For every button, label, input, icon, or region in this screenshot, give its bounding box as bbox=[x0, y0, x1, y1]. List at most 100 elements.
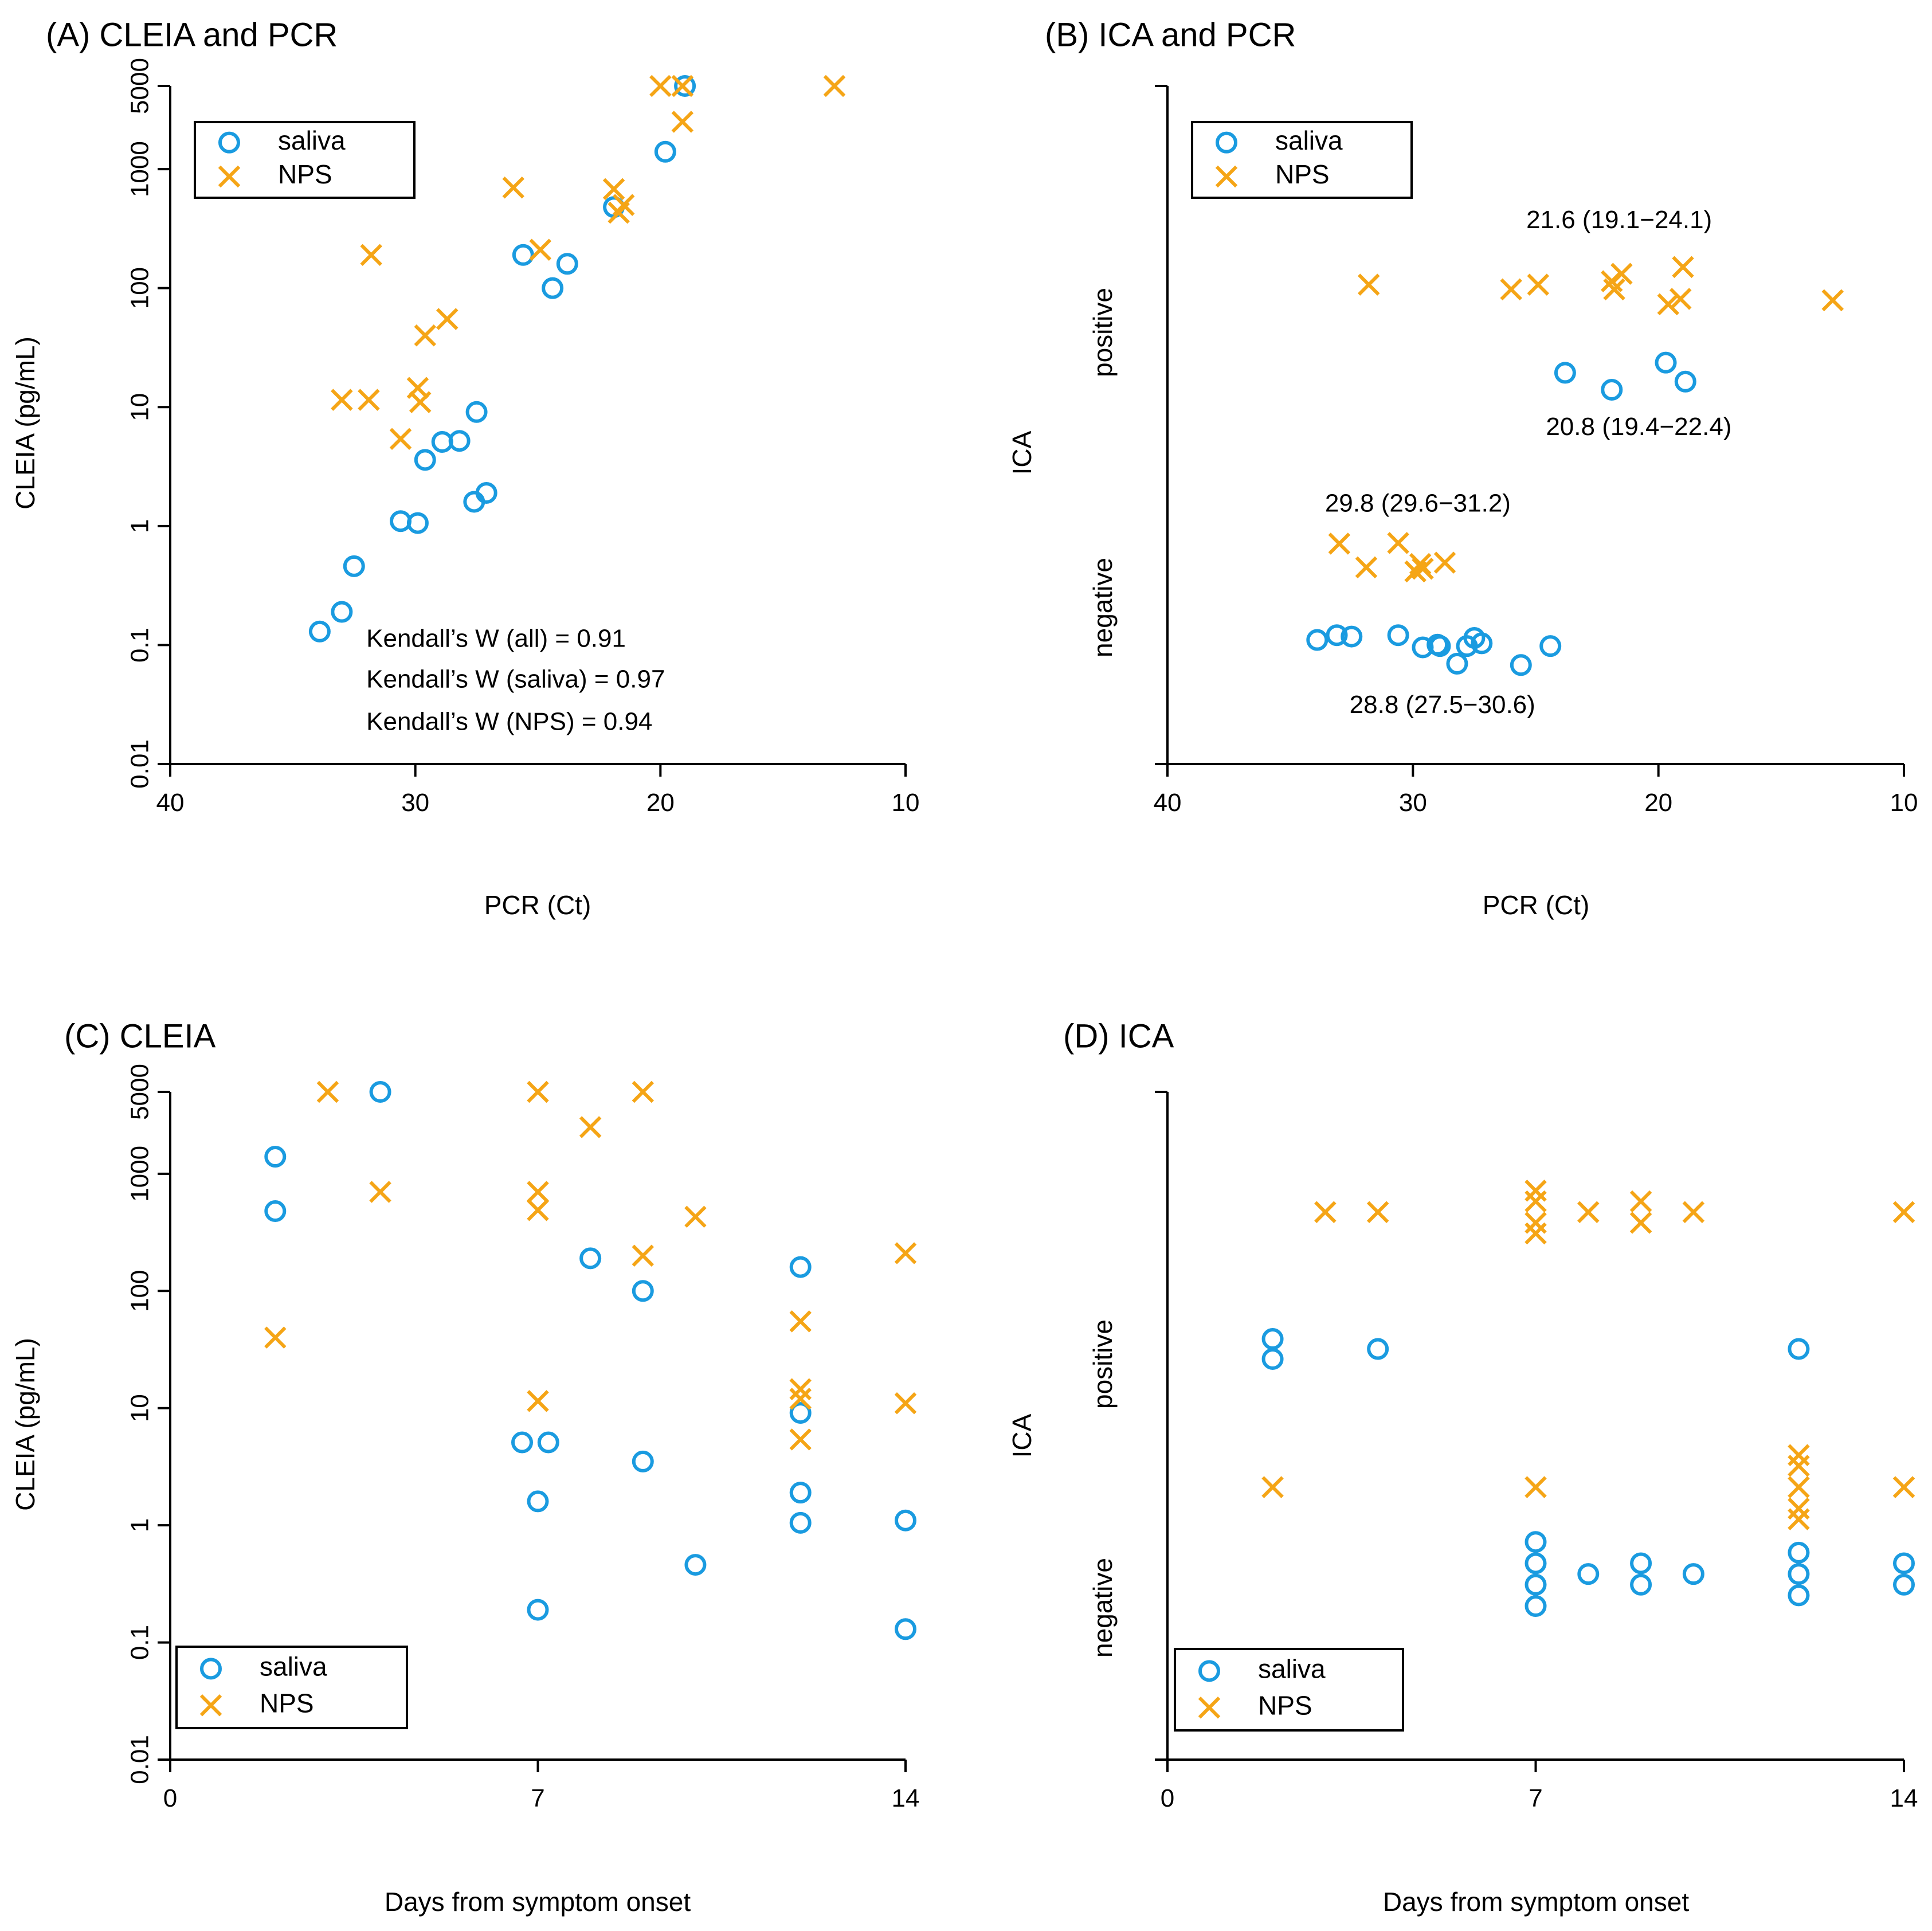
saliva-point bbox=[542, 277, 564, 299]
nps-point bbox=[823, 75, 846, 97]
chart-title: (C) CLEIA bbox=[64, 1017, 216, 1055]
nps-point bbox=[1357, 273, 1380, 296]
nps-point bbox=[436, 308, 458, 330]
saliva-point bbox=[1788, 1338, 1810, 1360]
y-tick-label: 10 bbox=[126, 1394, 154, 1422]
nps-point bbox=[1669, 288, 1692, 310]
x-tick-label: 14 bbox=[1890, 1784, 1918, 1812]
legend-saliva-marker bbox=[1216, 131, 1237, 154]
legend: saliva NPS bbox=[175, 1646, 408, 1729]
nps-point bbox=[602, 178, 625, 201]
nps-point bbox=[527, 1080, 549, 1103]
saliva-point bbox=[1525, 1573, 1547, 1596]
legend-saliva-label: saliva bbox=[278, 126, 346, 155]
y-tick-label: 100 bbox=[126, 1270, 154, 1312]
y-tick-label: 0.1 bbox=[126, 1625, 154, 1660]
y-axis-label: ICA bbox=[1007, 430, 1037, 475]
saliva-point bbox=[1788, 1563, 1810, 1585]
nps-point bbox=[1387, 532, 1409, 554]
y-axis-label: CLEIA (pg/mL) bbox=[10, 336, 40, 510]
nps-point bbox=[789, 1428, 812, 1451]
y-tick-label: 1 bbox=[126, 519, 154, 533]
saliva-point bbox=[789, 1482, 812, 1504]
saliva-point bbox=[527, 1599, 549, 1621]
legend-nps-label: NPS bbox=[1275, 159, 1330, 189]
nps-point bbox=[1821, 289, 1844, 312]
y-tick-label: 0.1 bbox=[126, 628, 154, 663]
x-tick-label: 7 bbox=[531, 1784, 544, 1812]
y-tick-label: 0.01 bbox=[126, 739, 154, 789]
saliva-point bbox=[512, 244, 534, 266]
x-tick-label: 10 bbox=[1890, 789, 1918, 817]
saliva-point bbox=[1367, 1338, 1389, 1360]
saliva-point bbox=[390, 510, 412, 532]
legend-nps-label: NPS bbox=[278, 159, 332, 189]
saliva-point bbox=[1788, 1584, 1810, 1607]
x-axis-label: PCR (Ct) bbox=[484, 890, 591, 920]
annotation: 21.6 (19.1−24.1) bbox=[1526, 206, 1712, 234]
nps-point bbox=[1682, 1201, 1705, 1223]
nps-point bbox=[414, 324, 437, 347]
saliva-point bbox=[1630, 1552, 1652, 1574]
nps-point bbox=[579, 1116, 602, 1138]
x-tick-label: 30 bbox=[1399, 789, 1427, 817]
y-tick-label: 1000 bbox=[126, 141, 154, 197]
saliva-point bbox=[465, 401, 488, 423]
nps-point bbox=[671, 111, 694, 133]
saliva-point bbox=[579, 1247, 602, 1270]
saliva-point bbox=[1525, 1595, 1547, 1617]
nps-point bbox=[389, 428, 412, 451]
saliva-point bbox=[1630, 1573, 1652, 1596]
nps-point bbox=[1672, 256, 1694, 279]
saliva-point bbox=[1893, 1552, 1915, 1574]
saliva-point bbox=[789, 1256, 812, 1278]
nps-point bbox=[632, 1080, 655, 1103]
panel-b: (B) ICA and PCR 40 30 20 10 PCR (Ct) negative p… bbox=[1007, 16, 1918, 920]
y-category-negative: negative bbox=[1088, 558, 1118, 657]
legend-saliva-marker bbox=[218, 131, 240, 154]
saliva-point bbox=[556, 253, 578, 275]
legend-saliva-marker bbox=[200, 1658, 222, 1680]
saliva-point bbox=[414, 449, 436, 471]
nps-point bbox=[649, 75, 672, 97]
saliva-point bbox=[1525, 1531, 1547, 1553]
saliva-point bbox=[406, 512, 429, 534]
nps-point bbox=[1525, 1222, 1547, 1245]
annotation: 28.8 (27.5−30.6) bbox=[1350, 691, 1535, 719]
legend-saliva-label: saliva bbox=[1275, 126, 1343, 155]
x-tick-label: 7 bbox=[1529, 1784, 1542, 1812]
x-tick-label: 20 bbox=[1644, 789, 1672, 817]
nps-point bbox=[1500, 278, 1522, 301]
nps-point bbox=[409, 391, 432, 413]
nps-point bbox=[1527, 273, 1550, 296]
nps-point bbox=[1788, 1508, 1810, 1530]
saliva-point bbox=[1655, 351, 1677, 374]
saliva-point bbox=[264, 1200, 287, 1223]
y-tick-label: 0.01 bbox=[126, 1735, 154, 1784]
nps-point bbox=[789, 1388, 812, 1410]
saliva-point bbox=[895, 1509, 916, 1532]
saliva-point bbox=[511, 1431, 534, 1454]
saliva-point bbox=[343, 555, 365, 577]
y-category-positive: positive bbox=[1088, 1319, 1118, 1409]
nps-point bbox=[1610, 263, 1633, 285]
x-axis-label: Days from symptom onset bbox=[1383, 1887, 1689, 1917]
nps-point bbox=[1433, 551, 1456, 574]
y-tick-label: 1 bbox=[126, 1518, 154, 1532]
nps-point bbox=[264, 1326, 287, 1349]
nps-point bbox=[529, 238, 552, 261]
saliva-point bbox=[1326, 624, 1348, 647]
saliva-point bbox=[537, 1431, 559, 1454]
legend-nps-marker bbox=[1215, 165, 1238, 188]
saliva-point bbox=[1341, 625, 1363, 648]
x-tick-label: 14 bbox=[892, 1784, 920, 1812]
saliva-point bbox=[527, 1490, 549, 1513]
saliva-point bbox=[632, 1280, 654, 1302]
legend: saliva NPS bbox=[1174, 1648, 1404, 1732]
nps-point bbox=[1366, 1201, 1389, 1223]
saliva-point bbox=[1539, 635, 1562, 657]
nps-point bbox=[360, 244, 382, 267]
saliva-point bbox=[1893, 1573, 1915, 1596]
y-category-positive: positive bbox=[1088, 288, 1118, 377]
